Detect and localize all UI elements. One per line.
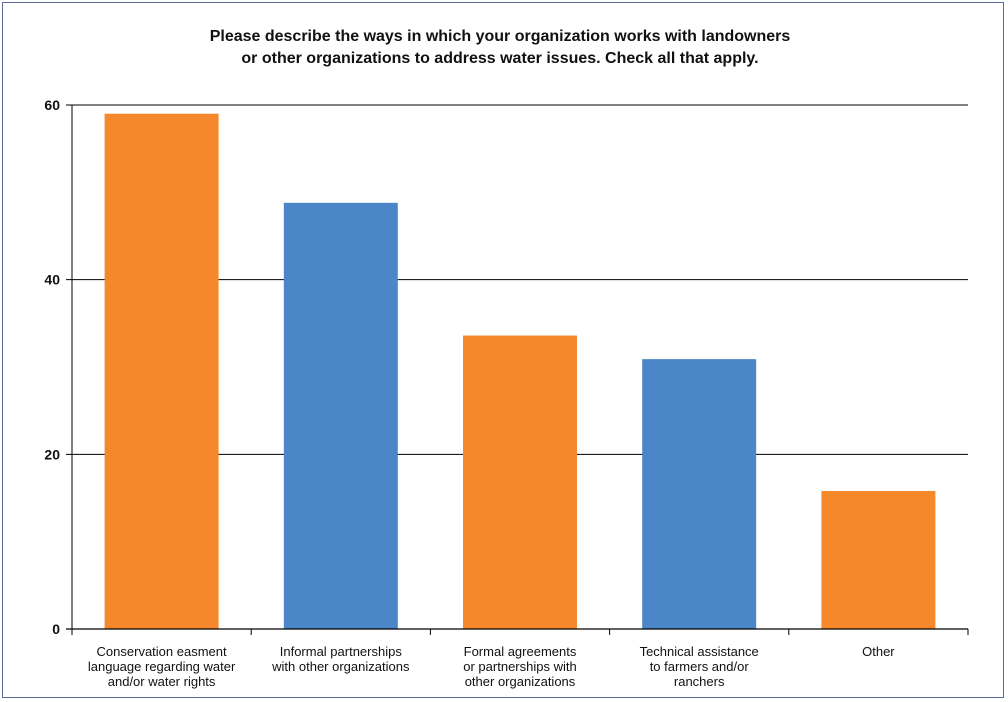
x-category-label-line: Other: [862, 644, 895, 659]
y-tick-label: 0: [52, 621, 60, 637]
x-category-label: Informal partnerships with other organiza…: [256, 644, 426, 674]
x-category-label: Formal agreements or partnerships with oth…: [435, 644, 605, 689]
x-category-label-line: language regarding water: [87, 659, 236, 674]
x-category-label-line: to farmers and/or: [649, 659, 749, 674]
y-tick-label: 40: [44, 272, 60, 288]
y-tick-label: 60: [44, 97, 60, 113]
bar: [104, 113, 219, 629]
x-category-label-line: with other organizations: [272, 659, 410, 674]
chart-title: Please describe the ways in which your o…: [150, 26, 850, 70]
x-category-label-line: and/or water rights: [107, 674, 216, 689]
x-category-label-line: Technical assistance: [639, 644, 759, 659]
bar: [821, 491, 936, 629]
x-category-label: Other: [793, 644, 963, 659]
x-category-label-line: Informal partnerships: [279, 644, 402, 659]
x-category-label: Technical assistance to farmers and/or ran…: [614, 644, 784, 689]
y-tick-label: 20: [44, 446, 60, 462]
x-category-label-line: Formal agreements: [463, 644, 577, 659]
bar: [463, 335, 577, 629]
x-category-label-line: Conservation easment: [96, 644, 227, 659]
x-category-label-line: other organizations: [464, 674, 576, 689]
bar: [283, 202, 398, 629]
bar: [642, 359, 757, 629]
x-category-label-line: ranchers: [673, 674, 725, 689]
chart-title-line-1: Please describe the ways in which your o…: [209, 28, 791, 45]
x-category-label: Conservation easment language regarding w…: [77, 644, 247, 689]
chart-title-line-2: or other organizations to address water …: [241, 50, 759, 67]
x-category-label-line: or partnerships with: [463, 659, 577, 674]
